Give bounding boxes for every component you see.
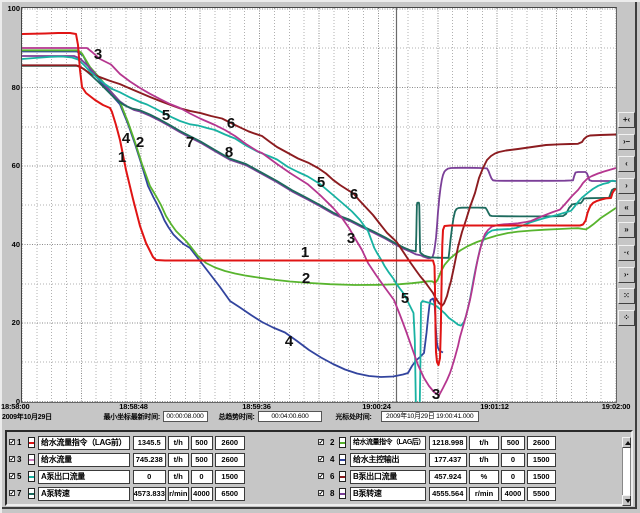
svg-text:1: 1 [118,149,126,166]
svg-text:2: 2 [302,270,310,287]
svg-text:4: 4 [285,333,294,350]
svg-text:3: 3 [347,230,355,247]
svg-text:6: 6 [350,186,358,203]
svg-text:4: 4 [122,130,131,147]
svg-text:5: 5 [317,174,325,191]
svg-text:2: 2 [136,134,144,151]
svg-text:8: 8 [225,144,233,161]
svg-text:3: 3 [94,46,102,63]
svg-text:5: 5 [162,107,170,124]
svg-text:6: 6 [227,115,235,132]
svg-text:5: 5 [401,290,409,307]
svg-text:1: 1 [301,244,309,261]
svg-text:3: 3 [432,386,440,402]
svg-text:7: 7 [186,134,194,151]
